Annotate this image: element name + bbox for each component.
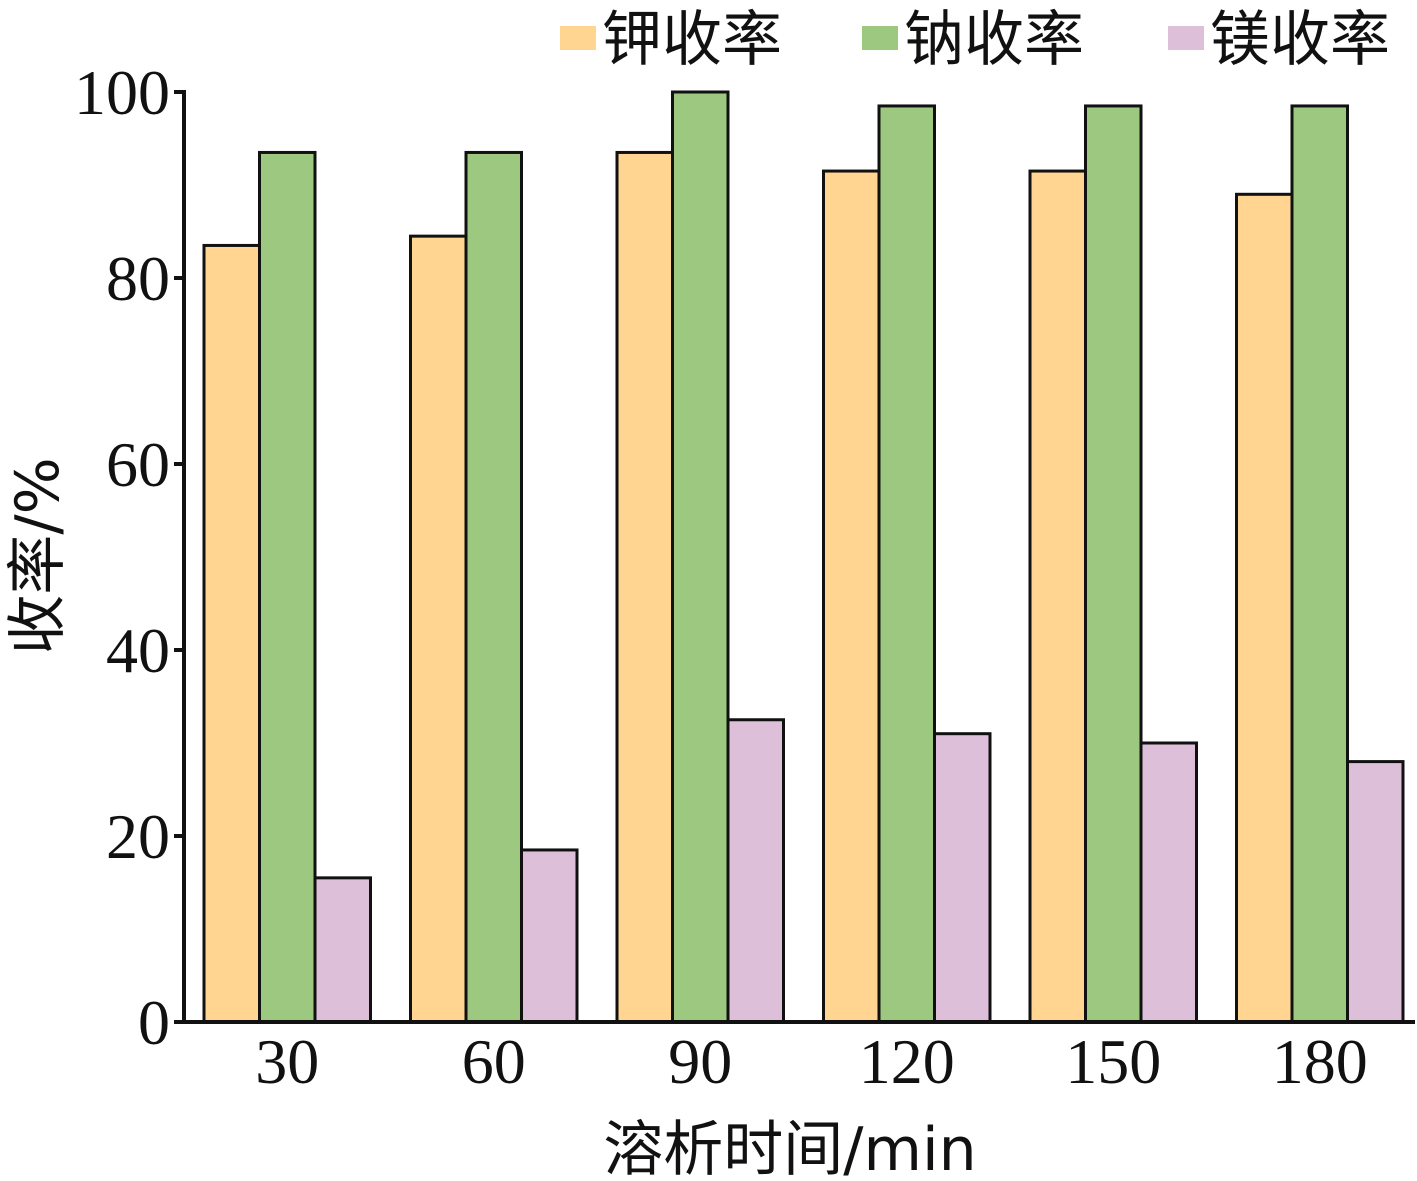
bar-3-30 — [313, 876, 372, 1024]
legend-label: 钾收率 — [602, 5, 782, 75]
y-tick-label: 40 — [106, 615, 170, 686]
legend-swatch — [1168, 26, 1204, 50]
y-axis-title: 收率/% — [3, 457, 73, 654]
x-tick-label: 150 — [1065, 1026, 1161, 1097]
bar-1-90 — [615, 150, 674, 1024]
y-tick-label: 0 — [138, 987, 170, 1058]
bar-1-60 — [409, 234, 468, 1024]
x-tick-label: 30 — [255, 1026, 319, 1097]
bars-group — [202, 90, 1405, 1024]
y-tick-label: 100 — [74, 57, 170, 128]
x-tick-label: 60 — [462, 1026, 526, 1097]
legend: 钾收率 钠收率 镁收率 — [560, 5, 1390, 75]
legend-label: 镁收率 — [1210, 5, 1390, 75]
legend-swatch — [862, 26, 898, 50]
bar-2-180 — [1290, 104, 1349, 1024]
y-tick-label: 60 — [106, 429, 170, 500]
bar-1-180 — [1235, 192, 1294, 1024]
bar-3-180 — [1346, 760, 1405, 1024]
legend-swatch — [560, 26, 596, 50]
bar-2-90 — [671, 90, 730, 1024]
bar-2-60 — [464, 150, 523, 1024]
x-tick-label: 120 — [859, 1026, 955, 1097]
bar-1-30 — [202, 243, 261, 1024]
x-ticks-group: 30 60 90 120 150 180 — [255, 1026, 1368, 1097]
legend-label: 钠收率 — [904, 5, 1084, 75]
bar-2-150 — [1084, 104, 1143, 1024]
bar-2-120 — [877, 104, 936, 1024]
y-tick-label: 20 — [106, 801, 170, 872]
y-tick-label: 80 — [106, 243, 170, 314]
bar-3-60 — [520, 848, 579, 1024]
x-tick-label: 180 — [1272, 1026, 1368, 1097]
bar-1-120 — [822, 169, 881, 1024]
bar-3-90 — [726, 718, 785, 1024]
x-tick-label: 90 — [668, 1026, 732, 1097]
x-axis-title: 溶析时间/min — [603, 1115, 976, 1181]
bar-3-120 — [933, 732, 992, 1024]
y-ticks-group: 0 20 40 60 80 100 — [74, 57, 184, 1058]
bar-1-150 — [1028, 169, 1087, 1024]
bar-3-150 — [1139, 741, 1198, 1024]
bar-2-30 — [258, 150, 317, 1024]
